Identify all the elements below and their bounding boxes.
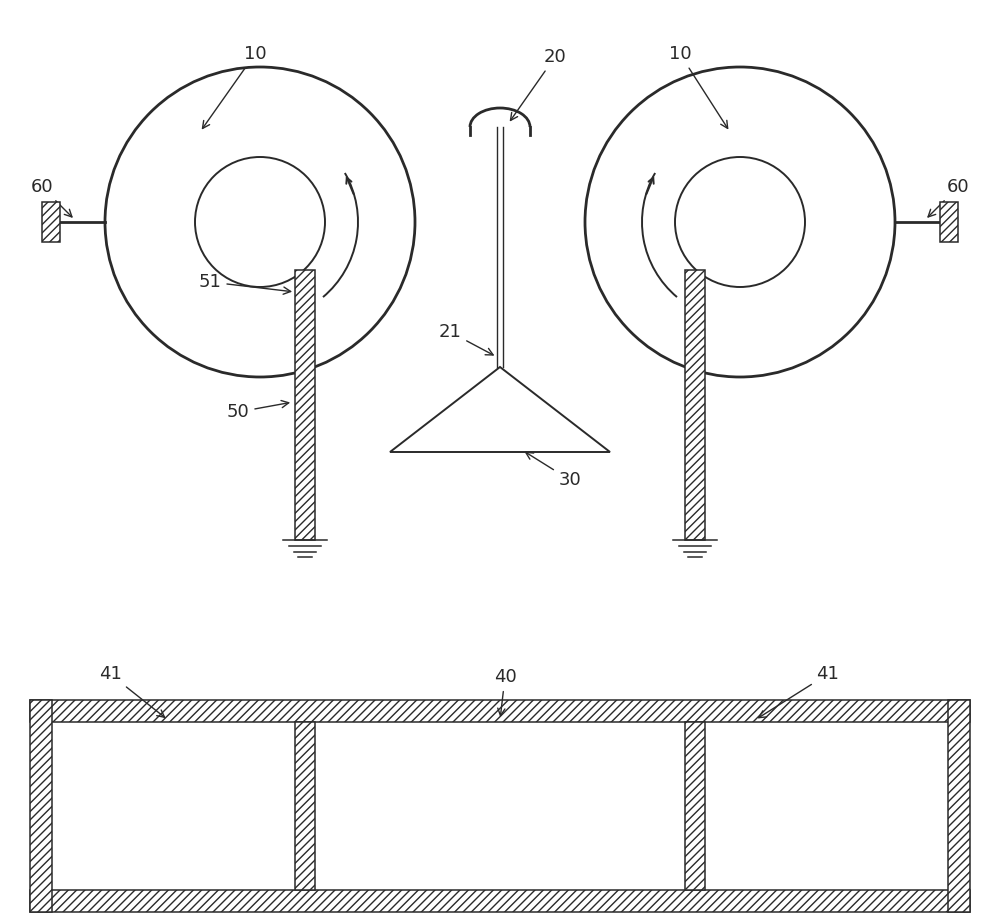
Text: 41: 41 [99, 665, 165, 717]
Polygon shape [685, 722, 705, 890]
Polygon shape [30, 890, 970, 912]
Text: 21: 21 [439, 323, 493, 355]
Text: 30: 30 [526, 453, 581, 489]
Text: 60: 60 [31, 178, 72, 217]
Polygon shape [295, 722, 315, 890]
Text: 60: 60 [928, 178, 969, 217]
Polygon shape [30, 700, 52, 912]
Text: 20: 20 [510, 48, 566, 121]
Circle shape [675, 157, 805, 287]
Polygon shape [390, 367, 610, 452]
Circle shape [195, 157, 325, 287]
Polygon shape [42, 202, 60, 242]
Polygon shape [948, 700, 970, 912]
Polygon shape [685, 270, 705, 540]
Circle shape [585, 67, 895, 377]
Polygon shape [940, 202, 958, 242]
Polygon shape [295, 270, 315, 540]
Circle shape [105, 67, 415, 377]
Text: 50: 50 [227, 400, 289, 421]
Polygon shape [30, 700, 970, 722]
Text: 40: 40 [494, 668, 516, 715]
Text: 51: 51 [199, 273, 291, 294]
Text: 10: 10 [669, 45, 728, 128]
Text: 10: 10 [202, 45, 266, 128]
Text: 41: 41 [759, 665, 839, 717]
